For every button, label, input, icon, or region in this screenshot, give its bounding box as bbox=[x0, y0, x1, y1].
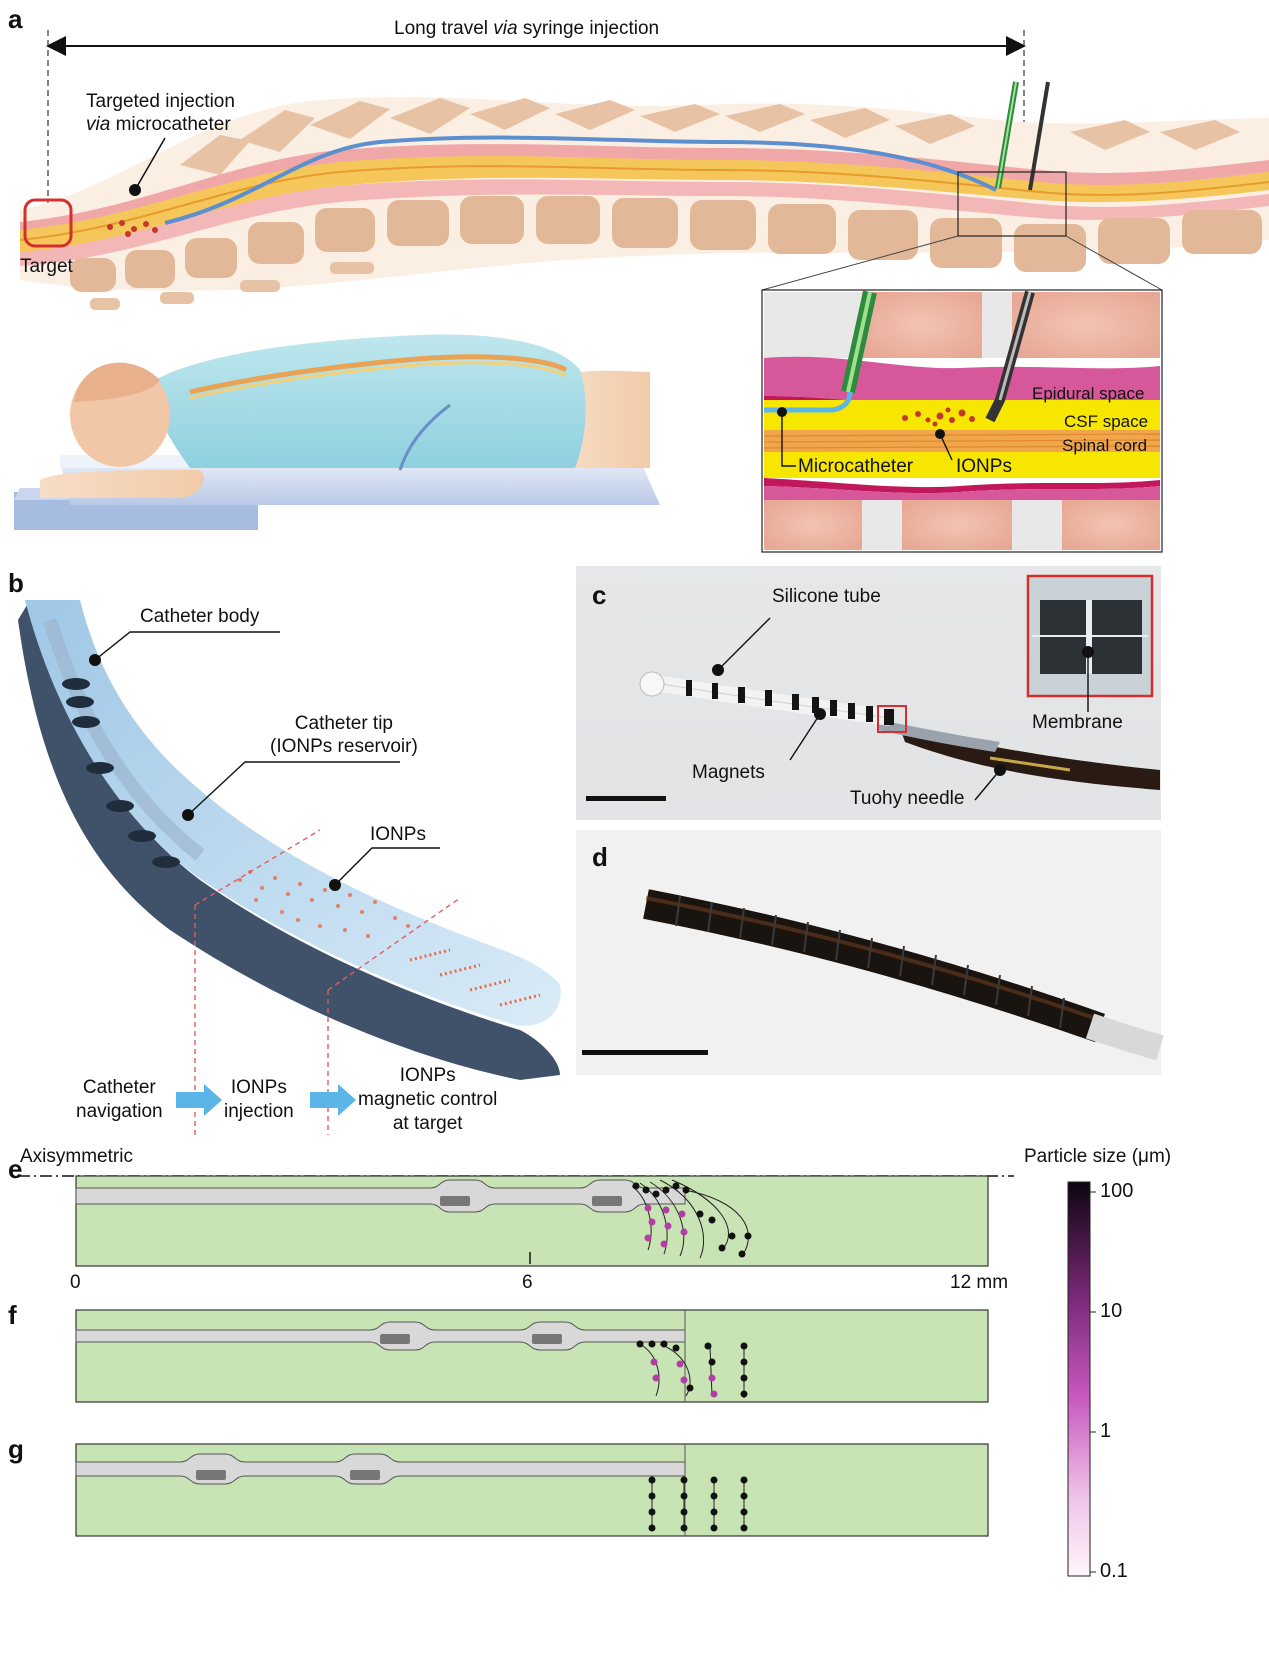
patient-illustration bbox=[14, 334, 660, 530]
cord-label: Spinal cord bbox=[1062, 436, 1148, 455]
catheter-body-label: Catheter body bbox=[140, 606, 260, 627]
csf-label: CSF space bbox=[1064, 412, 1149, 431]
target-box bbox=[23, 198, 73, 248]
step-ionps-injection: IONPs injection bbox=[224, 1077, 294, 1122]
inset-ionps-label: IONPs bbox=[956, 456, 1012, 477]
step-arrows bbox=[176, 1084, 356, 1116]
tick-12mm: 12 mm bbox=[950, 1272, 1009, 1293]
zoom-line-right bbox=[1065, 235, 1163, 291]
epidural-label: Epidural space bbox=[1032, 384, 1145, 403]
magnets-label: Magnets bbox=[692, 762, 765, 783]
panel-d-photo bbox=[576, 830, 1164, 1075]
panel-c-photo bbox=[576, 566, 1161, 820]
catheter-tip-label: Catheter tip (IONPs reservoir) bbox=[270, 713, 418, 757]
panel-e-sim bbox=[75, 1175, 989, 1267]
zoom-box bbox=[957, 171, 1067, 237]
panel-d-label: d bbox=[592, 842, 608, 872]
panel-g-label: g bbox=[8, 1434, 24, 1464]
colorbar-tick-0-1: 0.1 bbox=[1100, 1560, 1128, 1582]
colorbar-tick-100: 100 bbox=[1100, 1180, 1134, 1202]
axisymmetric-label: Axisymmetric bbox=[20, 1146, 133, 1167]
step-catheter-navigation: Catheter navigation bbox=[76, 1077, 163, 1122]
tuohy-needle-label: Tuohy needle bbox=[850, 788, 965, 809]
target-label: Target bbox=[20, 256, 73, 277]
microcatheter-label: Microcatheter bbox=[798, 456, 914, 477]
colorbar-title: Particle size (μm) bbox=[1024, 1146, 1172, 1167]
step-magnetic-control: IONPs magnetic control at target bbox=[358, 1065, 498, 1134]
panel-f-label: f bbox=[8, 1300, 17, 1330]
colorbar-tick-1: 1 bbox=[1100, 1420, 1112, 1442]
panel-b-ionps-label: IONPs bbox=[370, 824, 426, 845]
panel-g-sim bbox=[75, 1443, 989, 1537]
panel-e-label: e bbox=[8, 1154, 23, 1184]
zoom-line-left bbox=[761, 235, 959, 291]
travel-label: Long travel via syringe injection bbox=[394, 18, 660, 39]
silicone-tube-label: Silicone tube bbox=[772, 586, 881, 607]
step-arrow-1 bbox=[176, 1084, 222, 1116]
targeted-injection-leader bbox=[134, 137, 166, 191]
colorbar-ticks bbox=[1090, 1191, 1096, 1573]
panel-c-label: c bbox=[592, 580, 607, 610]
colorbar-tick-10: 10 bbox=[1100, 1300, 1123, 1322]
panel-f-sim bbox=[75, 1309, 989, 1403]
inset-panel bbox=[761, 289, 1163, 553]
step-arrow-2 bbox=[310, 1084, 356, 1116]
catheter-illustration bbox=[18, 600, 561, 1135]
targeted-injection-label: Targeted injection via microcatheter bbox=[86, 91, 235, 135]
membrane-label: Membrane bbox=[1032, 712, 1123, 733]
spine-illustration bbox=[19, 81, 1269, 310]
tick-0: 0 bbox=[70, 1272, 81, 1293]
panel-a-label: a bbox=[8, 4, 23, 34]
tick-6: 6 bbox=[522, 1272, 533, 1293]
panel-b-label: b bbox=[8, 568, 24, 598]
colorbar bbox=[1067, 1181, 1091, 1577]
